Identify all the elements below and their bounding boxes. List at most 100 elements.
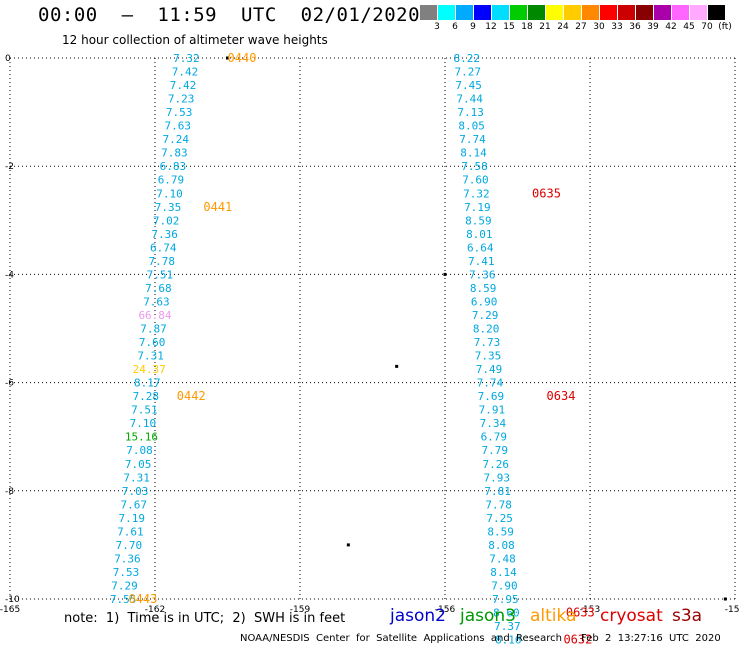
pass-time-label: 0633	[566, 606, 595, 620]
wave-height-value: 7.78	[149, 255, 176, 268]
color-tick-label: 3	[434, 22, 440, 32]
wave-height-value: 7.23	[168, 93, 195, 106]
wave-height-value: 7.19	[464, 201, 491, 214]
color-tick-label: 70	[701, 22, 713, 32]
wave-height-value: 7.51	[147, 268, 174, 281]
legend-s3a: s3a	[672, 606, 703, 626]
wave-height-value: 7.32	[173, 52, 200, 65]
wave-height-value: 7.29	[111, 579, 138, 592]
wave-height-value: 8.14	[490, 566, 517, 579]
color-swatch	[582, 5, 599, 20]
wave-height-value: 7.51	[131, 404, 158, 417]
wave-height-value: 7.31	[123, 471, 150, 484]
wave-height-value: 7.63	[164, 120, 191, 133]
x-tick-label: -156	[435, 605, 456, 615]
color-swatch	[600, 5, 617, 20]
wave-height-value: 8.22	[454, 52, 481, 65]
land-point	[395, 364, 399, 368]
wave-height-value: 7.44	[456, 93, 483, 106]
land-point	[443, 272, 447, 276]
wave-height-value: 7.90	[491, 579, 518, 592]
wave-height-value: 7.74	[459, 133, 486, 146]
wave-height-value: 7.63	[143, 295, 170, 308]
color-swatch	[672, 5, 689, 20]
wave-height-value: 7.34	[480, 417, 507, 430]
x-tick-label: -162	[145, 605, 165, 615]
wave-height-value: 7.25	[486, 512, 513, 525]
wave-height-value: 8.59	[487, 525, 514, 538]
land-point	[346, 543, 350, 547]
x-tick-label: -153	[580, 605, 600, 615]
color-tick-label: 30	[593, 22, 605, 32]
color-swatch	[474, 5, 491, 20]
pass-time-label: 0440	[228, 51, 257, 65]
pass-time-label: 0441	[203, 200, 232, 214]
wave-height-value: 7.55	[110, 593, 137, 606]
y-tick-label: -8	[5, 487, 14, 497]
wave-height-value: 7.95	[492, 593, 519, 606]
wave-height-value: 7.79	[482, 444, 509, 457]
wave-height-value: 7.02	[153, 214, 180, 227]
color-swatch	[438, 5, 455, 20]
legend-altika: altika	[530, 606, 577, 626]
wave-height-value: 7.58	[461, 160, 488, 173]
color-tick-label: 21	[539, 22, 551, 32]
pass-time-label: 0443	[128, 592, 157, 606]
wave-height-value: 8.16	[495, 634, 522, 647]
wave-height-value: 7.61	[117, 525, 144, 538]
wave-height-value: 7.81	[484, 485, 511, 498]
wave-height-value: 6.90	[471, 295, 498, 308]
page-title: 00:00 – 11:59 UTC 02/01/2020	[38, 4, 421, 26]
land-point	[226, 56, 229, 60]
wave-height-value: 7.83	[161, 147, 188, 160]
wave-height-value: 7.10	[156, 187, 183, 200]
x-tick-label: -165	[0, 605, 20, 615]
y-tick-label: -10	[5, 595, 20, 605]
color-tick-label: 33	[611, 22, 623, 32]
wave-height-value: 7.35	[475, 350, 502, 363]
y-tick-label: -2	[5, 162, 14, 172]
color-swatch	[636, 5, 653, 20]
wave-height-value: 7.49	[476, 363, 503, 376]
wave-height-value: 7.08	[126, 444, 153, 457]
wave-height-value: 7.53	[113, 566, 140, 579]
wave-height-value: 7.03	[122, 485, 149, 498]
color-tick-label: 9	[470, 22, 476, 32]
pass-time-label: 0635	[532, 186, 561, 200]
color-tick-label: (ft)	[718, 22, 732, 32]
wave-height-value: 6.79	[158, 174, 185, 187]
x-tick-label: -150	[725, 605, 740, 615]
y-tick-label: 0	[5, 54, 11, 64]
wave-height-value: 7.29	[472, 309, 499, 322]
color-swatch	[510, 5, 527, 20]
wave-height-value: 7.26	[483, 458, 510, 471]
wave-height-value: 8.59	[465, 214, 492, 227]
wave-height-value: 7.91	[479, 404, 506, 417]
wave-height-value: 7.48	[489, 552, 516, 565]
wave-height-value: 7.42	[172, 66, 199, 79]
wave-height-value: 7.42	[170, 79, 197, 92]
color-tick-label: 45	[683, 22, 695, 32]
wave-height-value: 7.36	[151, 228, 178, 241]
x-tick-label: -159	[290, 605, 311, 615]
wave-height-value: 7.68	[145, 282, 172, 295]
color-tick-label: 18	[521, 22, 533, 32]
wave-height-value: 7.60	[462, 174, 489, 187]
wave-height-value: 7.41	[468, 255, 495, 268]
legend-cryosat: cryosat	[600, 606, 663, 626]
wave-height-value: 7.10	[130, 417, 157, 430]
pass-time-label: 0634	[547, 389, 576, 403]
land-point	[723, 597, 727, 601]
wave-height-value: 7.31	[137, 350, 164, 363]
color-swatch	[492, 5, 509, 20]
color-swatch	[546, 5, 563, 20]
wave-height-value: 8.17	[134, 377, 161, 390]
legend-jason3: jason3	[460, 606, 516, 626]
wave-height-value: 8.14	[460, 147, 487, 160]
color-tick-label: 36	[629, 22, 641, 32]
wave-height-value: 7.24	[163, 133, 190, 146]
footer-credit: NOAA/NESDIS Center for Satellite Applica…	[240, 633, 721, 644]
wave-height-value: 7.93	[483, 471, 510, 484]
units-note: note: 1) Time is in UTC; 2) SWH is in fe…	[64, 611, 346, 626]
wave-height-value: 6.64	[467, 241, 494, 254]
